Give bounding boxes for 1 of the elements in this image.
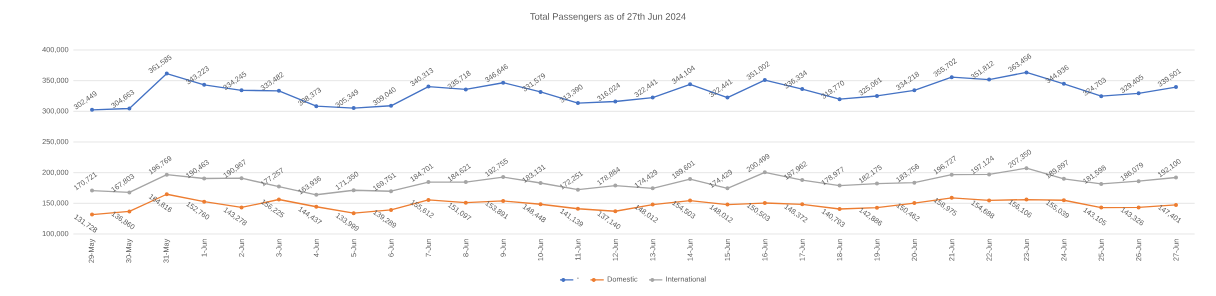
chart-title: Total Passengers as of 27th Jun 2024 bbox=[530, 12, 686, 22]
